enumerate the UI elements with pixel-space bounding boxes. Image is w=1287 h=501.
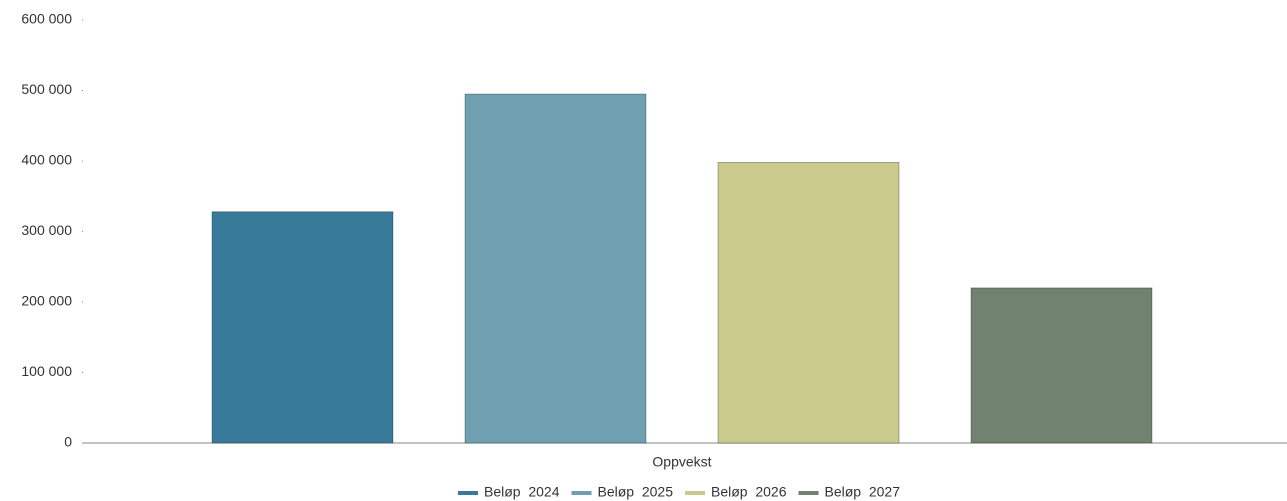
- legend-label: Beløp 2024: [484, 484, 560, 500]
- legend: Beløp 2024 Beløp 2025 Beløp 2026 Beløp 2027: [458, 484, 900, 500]
- bar: [211, 211, 394, 444]
- y-tick-label: 400 000: [21, 152, 72, 168]
- y-tick-label: 600 000: [21, 11, 72, 27]
- legend-label: Beløp 2027: [825, 484, 901, 500]
- y-tick-label: 500 000: [21, 81, 72, 97]
- y-tick-label: 100 000: [21, 363, 72, 379]
- legend-label: Beløp 2026: [711, 484, 787, 500]
- bar: [970, 287, 1153, 444]
- legend-swatch: [685, 491, 705, 495]
- legend-swatch: [571, 491, 592, 495]
- bar: [717, 162, 900, 444]
- bar: [464, 93, 647, 444]
- y-tick-label: 0: [64, 434, 72, 450]
- legend-swatch: [798, 491, 819, 495]
- legend-label: Beløp 2025: [598, 484, 674, 500]
- y-tick-label: 300 000: [21, 222, 72, 238]
- y-tick-label: 200 000: [21, 293, 72, 309]
- x-tick-label: Oppvekst: [652, 454, 711, 470]
- legend-swatch: [458, 491, 478, 495]
